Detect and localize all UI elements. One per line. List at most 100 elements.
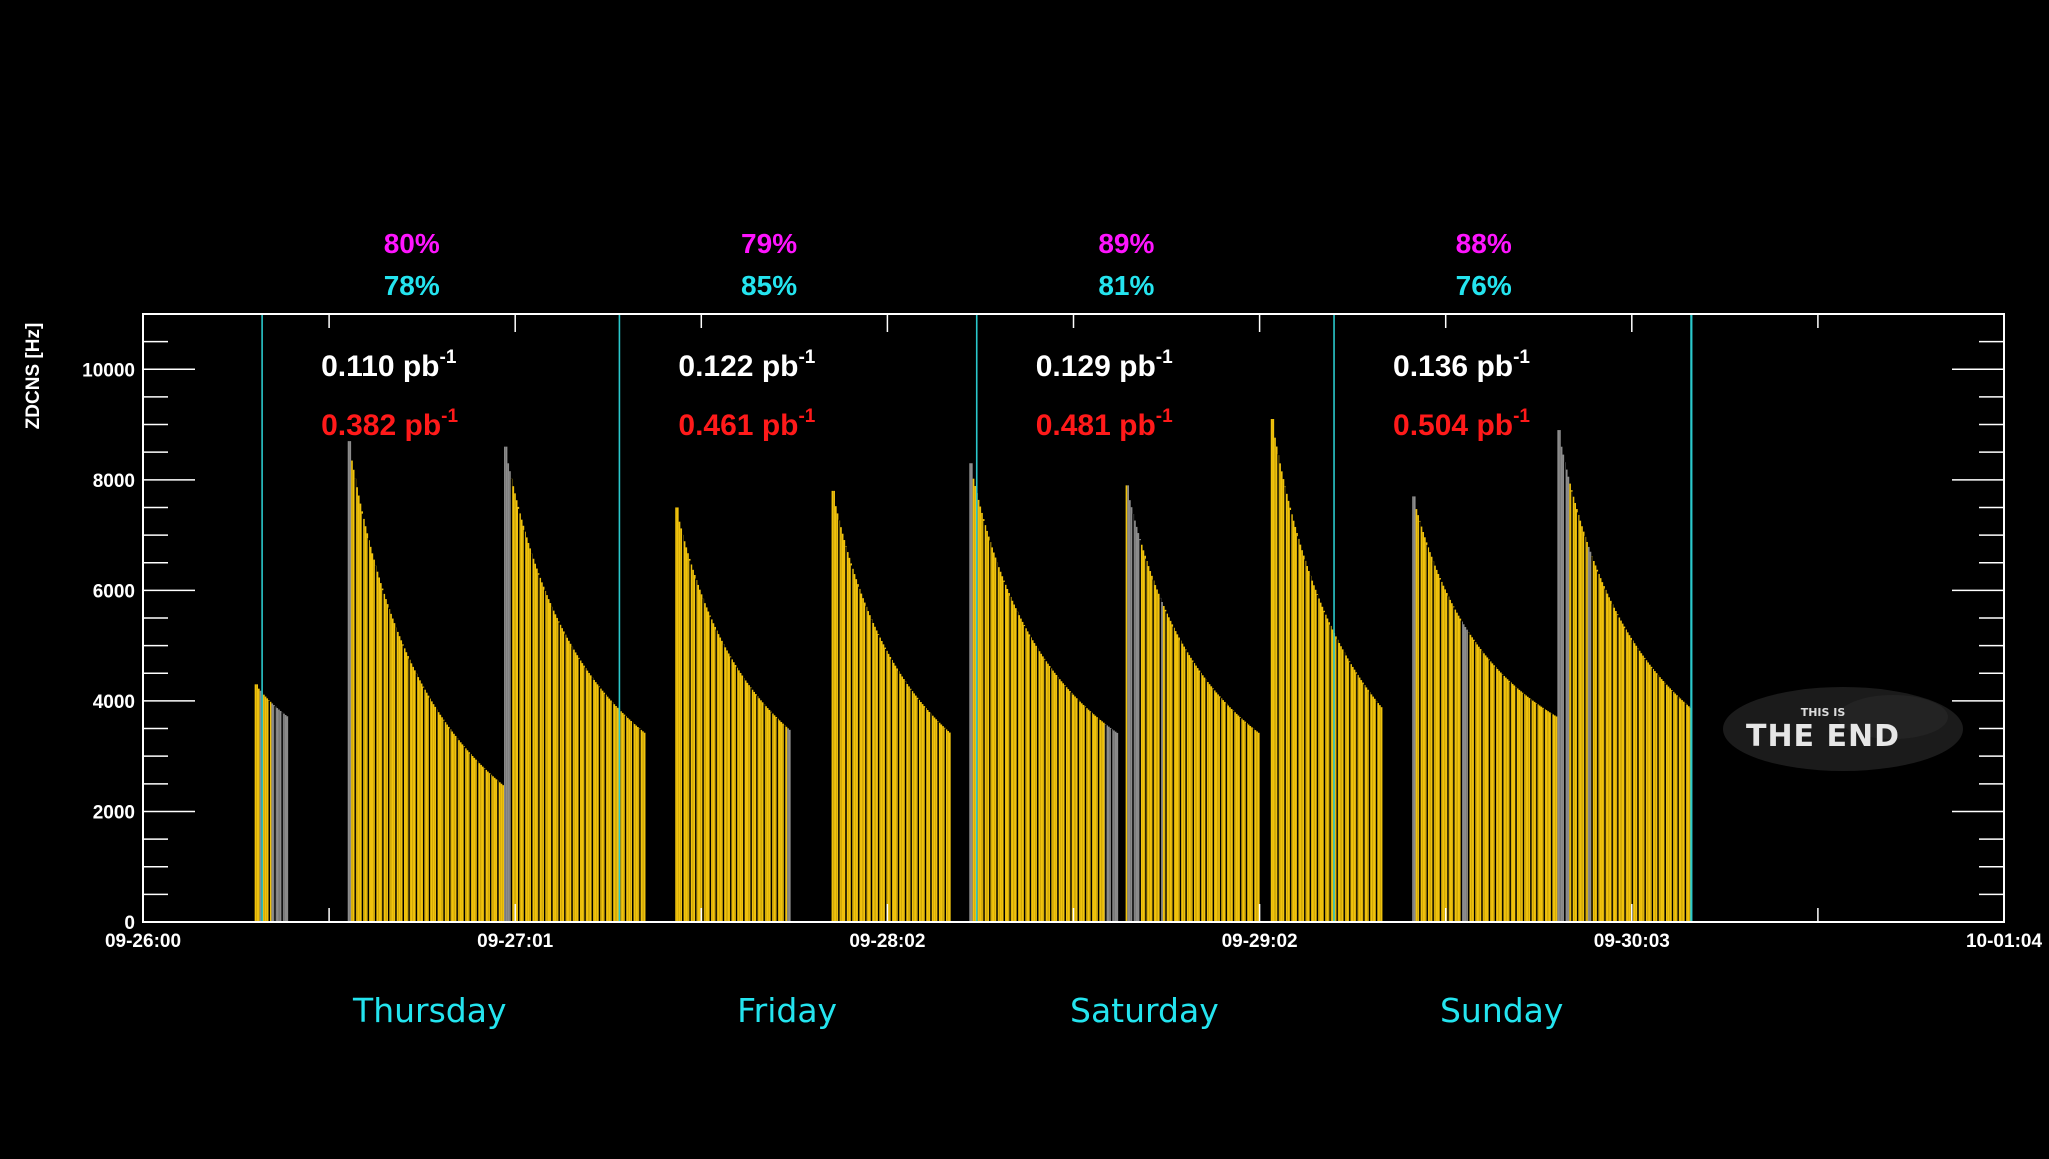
fill-7 <box>1125 485 1260 922</box>
fill-bar <box>525 537 528 922</box>
fill-gap <box>1515 687 1517 922</box>
fill-bar <box>502 785 505 922</box>
fill-bar <box>606 696 609 922</box>
fill-bar <box>1553 715 1556 922</box>
fill-bar <box>398 636 401 922</box>
fill-gap <box>489 774 492 922</box>
fill-bar <box>680 528 683 922</box>
fill-bar <box>1576 509 1578 922</box>
fill-gap <box>1199 672 1202 922</box>
fill-bar <box>1345 655 1347 922</box>
fill-bar <box>556 617 558 922</box>
fill-bar <box>1598 574 1600 922</box>
fill-bar <box>920 702 922 922</box>
fill-bar <box>405 652 408 922</box>
fill-bar <box>424 689 426 922</box>
fill-bar <box>1186 652 1189 922</box>
fill-bar <box>1659 677 1661 922</box>
fill-bar <box>1537 704 1539 922</box>
fill-gap <box>870 619 873 922</box>
fill-bar <box>1338 643 1341 922</box>
day-label: Saturday <box>1070 991 1219 1030</box>
fill-bar <box>1045 661 1048 922</box>
fill-bar <box>1108 726 1110 922</box>
fill-bar <box>1645 660 1648 922</box>
fill-bar <box>1169 620 1172 922</box>
fill-bar <box>846 552 849 922</box>
fill-bar <box>1240 718 1243 922</box>
fill-bar <box>880 640 883 922</box>
fill-bar <box>1478 646 1480 922</box>
fill-bar <box>1444 589 1446 922</box>
fill-gap <box>1165 611 1167 922</box>
fill-gap <box>1284 487 1286 922</box>
fill-bar <box>359 503 362 922</box>
fill-bar <box>914 695 917 922</box>
fill-gap <box>1232 710 1235 922</box>
fill-bar <box>1318 598 1320 922</box>
bars-layer <box>254 419 1692 922</box>
fill-bar <box>727 653 730 922</box>
fill-bar <box>536 568 538 922</box>
fill-bar <box>1373 698 1376 922</box>
fill-bar <box>621 712 624 922</box>
fill-gap <box>743 678 745 922</box>
fill-bar <box>1574 502 1577 922</box>
fill-bar <box>862 598 864 922</box>
fill-gap <box>1205 680 1207 922</box>
fill-bar <box>1599 578 1602 922</box>
fill-bar <box>704 603 706 922</box>
fill-bar <box>1572 496 1575 922</box>
fill-gap <box>551 606 553 922</box>
fill-bar <box>918 699 921 922</box>
fill-bar <box>446 724 448 922</box>
fill-bar <box>1001 576 1004 922</box>
fill-bar <box>1417 515 1419 922</box>
fill-bar <box>1557 430 1560 922</box>
fill-bar <box>396 631 399 922</box>
the-end-big-text: THE END <box>1746 719 1900 754</box>
fill-gap <box>1145 558 1147 922</box>
fill-gap <box>944 728 946 922</box>
fill-bar <box>1302 555 1305 922</box>
fill-gap <box>443 720 445 922</box>
fill-bar <box>836 513 839 922</box>
fill-bar <box>1207 682 1209 922</box>
fill-bar <box>1508 680 1511 922</box>
fill-gap <box>476 761 479 922</box>
fill-bar <box>840 527 842 922</box>
fill-bar <box>1687 706 1690 922</box>
fill-bar <box>1472 639 1475 922</box>
fill-gap <box>1110 728 1113 922</box>
fill-bar <box>683 541 686 922</box>
fill-gap <box>611 702 614 922</box>
fill-gap <box>1212 689 1215 922</box>
fill-bar <box>444 722 447 922</box>
fill-gap <box>1509 681 1511 922</box>
fill-bar <box>1313 585 1315 922</box>
fill-bar <box>1353 669 1356 922</box>
fill-bar <box>464 748 467 922</box>
fill-bar <box>1275 446 1278 922</box>
fill-4 <box>675 507 791 922</box>
fill-bar <box>732 662 735 922</box>
fill-bar <box>882 644 885 922</box>
fill-bar <box>1116 732 1119 922</box>
fill-gap <box>1016 611 1019 922</box>
fill-bar <box>507 463 510 922</box>
fill-bar <box>1662 681 1665 922</box>
fill-bar <box>608 698 611 922</box>
fill-bar <box>1520 691 1522 922</box>
fill-bar <box>903 679 905 922</box>
fill-gap <box>709 616 712 922</box>
fill-bar <box>1311 580 1314 922</box>
fill-bar <box>600 688 602 922</box>
fill-bar <box>1065 687 1068 922</box>
fill-bar <box>549 603 552 922</box>
fill-bar <box>1052 670 1054 922</box>
fill-bar <box>901 676 904 922</box>
fill-gap <box>361 513 364 922</box>
fill-bar <box>554 614 557 922</box>
fill-bar <box>410 663 413 922</box>
fill-gap <box>865 605 867 922</box>
